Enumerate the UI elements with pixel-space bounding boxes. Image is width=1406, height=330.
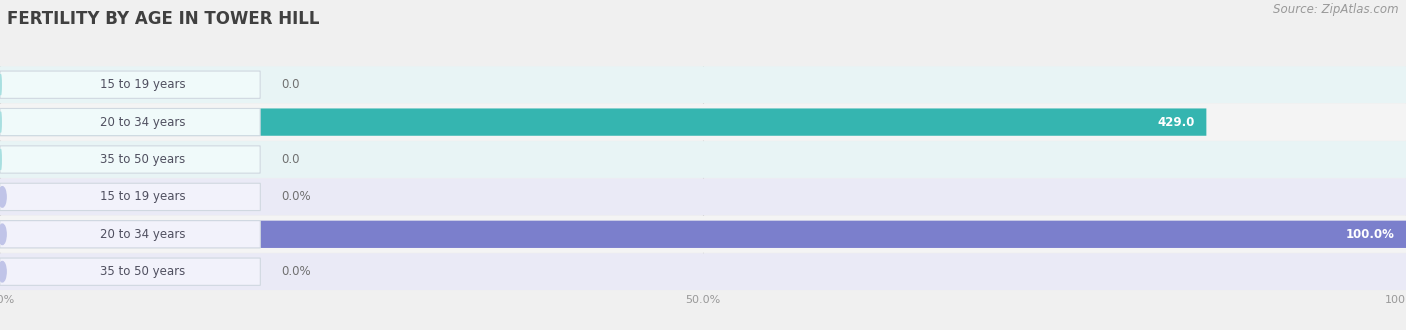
FancyBboxPatch shape xyxy=(0,66,1406,103)
Text: 20 to 34 years: 20 to 34 years xyxy=(100,228,186,241)
Circle shape xyxy=(0,261,6,282)
Text: FERTILITY BY AGE IN TOWER HILL: FERTILITY BY AGE IN TOWER HILL xyxy=(7,10,319,28)
FancyBboxPatch shape xyxy=(0,258,260,285)
Circle shape xyxy=(0,224,6,245)
Text: 35 to 50 years: 35 to 50 years xyxy=(100,265,186,278)
FancyBboxPatch shape xyxy=(0,109,1206,136)
Text: 35 to 50 years: 35 to 50 years xyxy=(100,153,186,166)
Circle shape xyxy=(0,187,6,207)
FancyBboxPatch shape xyxy=(0,71,260,98)
Text: 0.0%: 0.0% xyxy=(281,265,311,278)
FancyBboxPatch shape xyxy=(0,253,1406,290)
FancyBboxPatch shape xyxy=(0,146,260,173)
FancyBboxPatch shape xyxy=(0,183,260,211)
FancyBboxPatch shape xyxy=(0,104,1406,141)
Text: 0.0: 0.0 xyxy=(281,78,299,91)
FancyBboxPatch shape xyxy=(0,179,1406,215)
FancyBboxPatch shape xyxy=(0,221,1406,248)
FancyBboxPatch shape xyxy=(0,109,260,136)
Text: 15 to 19 years: 15 to 19 years xyxy=(100,190,186,203)
FancyBboxPatch shape xyxy=(0,216,1406,253)
Text: 20 to 34 years: 20 to 34 years xyxy=(100,115,186,129)
FancyBboxPatch shape xyxy=(0,141,1406,178)
FancyBboxPatch shape xyxy=(0,221,260,248)
Text: 15 to 19 years: 15 to 19 years xyxy=(100,78,186,91)
Text: Source: ZipAtlas.com: Source: ZipAtlas.com xyxy=(1274,3,1399,16)
Text: 0.0: 0.0 xyxy=(281,153,299,166)
Text: 100.0%: 100.0% xyxy=(1346,228,1395,241)
Text: 0.0%: 0.0% xyxy=(281,190,311,203)
Text: 429.0: 429.0 xyxy=(1157,115,1195,129)
